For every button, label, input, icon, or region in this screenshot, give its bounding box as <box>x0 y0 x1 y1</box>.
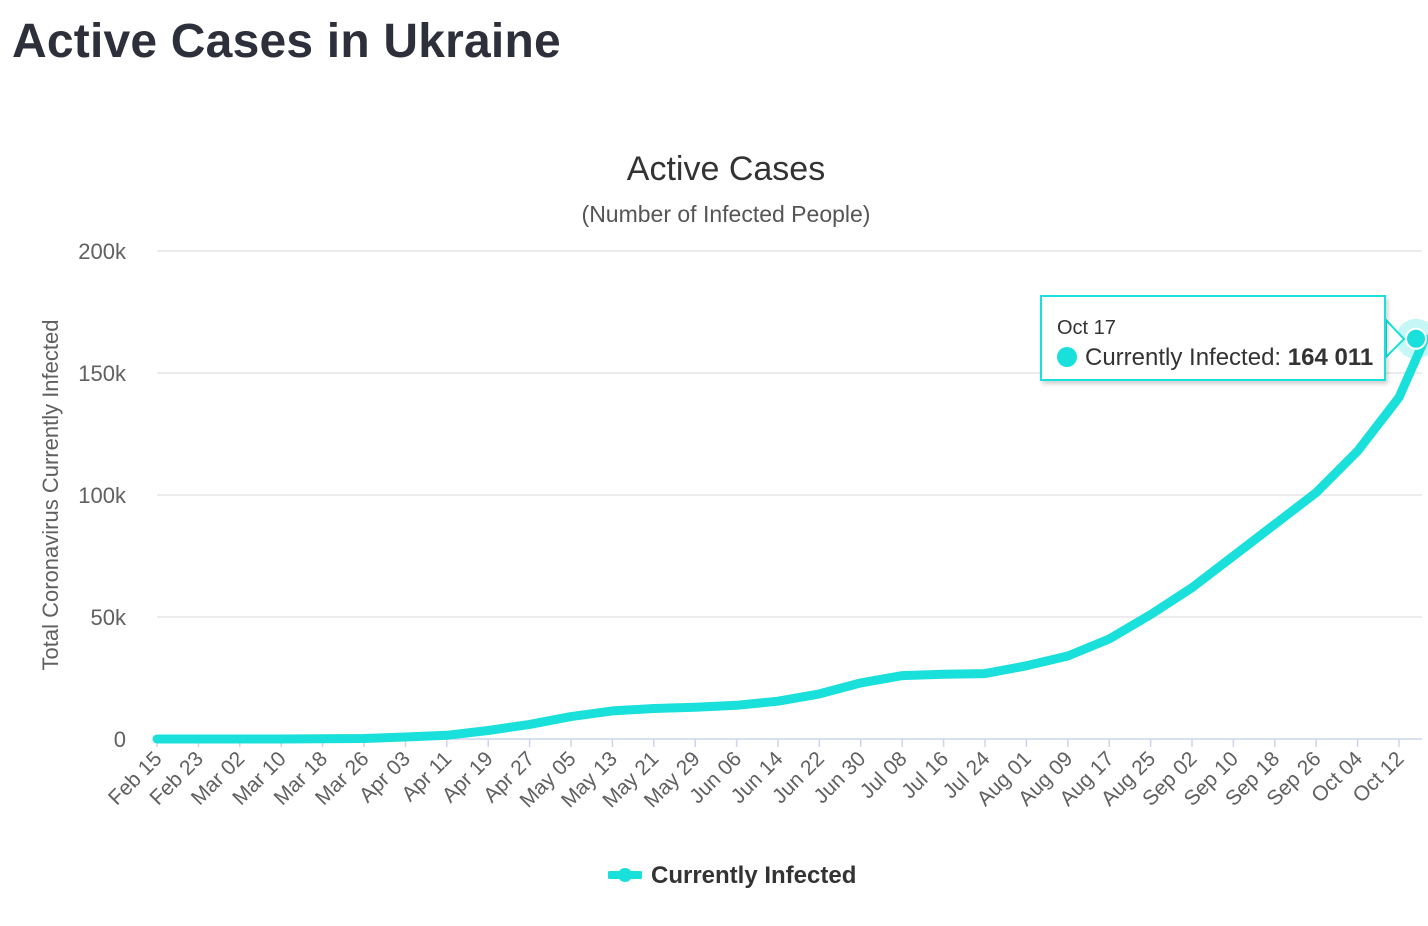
chart-title: Active Cases <box>627 150 825 188</box>
page-title: Active Cases in Ukraine <box>12 15 561 68</box>
legend-line-icon <box>608 868 642 882</box>
y-axis-ticks: 0 50k 100k 150k 200k <box>78 239 127 752</box>
y-tick-label: 0 <box>114 727 126 752</box>
hover-point[interactable] <box>1405 327 1427 350</box>
tooltip-content: Currently Infected: 164 011 <box>1057 344 1373 372</box>
tooltip: Oct 17 Currently Infected: 164 011 <box>1040 295 1386 381</box>
legend-label: Currently Infected <box>651 862 857 889</box>
tooltip-date: Oct 17 <box>1057 317 1116 339</box>
chart-subtitle: (Number of Infected People) <box>582 201 871 227</box>
y-tick-label: 100k <box>78 483 127 508</box>
y-axis-title: Total Coronavirus Currently Infected <box>38 320 63 671</box>
y-tick-label: 150k <box>78 361 127 386</box>
series-line-currently-infected[interactable] <box>152 334 1428 744</box>
tooltip-value: 164 011 <box>1287 344 1374 371</box>
x-tick-label: Jul 08 <box>856 747 912 803</box>
tooltip-pointer <box>1385 317 1406 360</box>
tooltip-series-dot-icon <box>1057 347 1077 367</box>
y-tick-label: 50k <box>91 605 127 630</box>
tooltip-series-name: Currently Infected <box>1085 344 1275 371</box>
y-tick-label: 200k <box>78 239 127 264</box>
x-tick-label: Jul 16 <box>897 747 953 803</box>
